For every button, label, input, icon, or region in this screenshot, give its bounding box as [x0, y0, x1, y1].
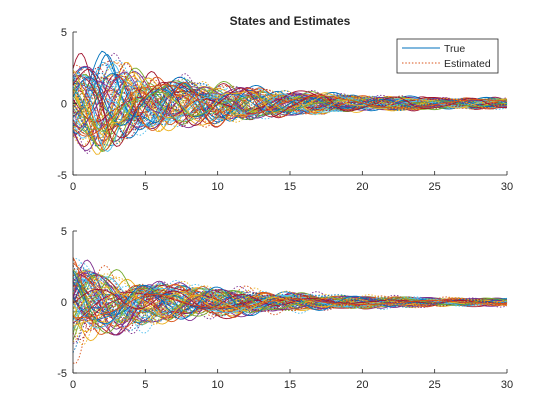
x-tick-label: 20 — [356, 181, 368, 193]
top-series-group — [72, 50, 508, 155]
estimated-series-75 — [72, 85, 508, 124]
estimated-series-77 — [72, 79, 508, 147]
x-tick-label: 15 — [284, 181, 296, 193]
estimated-series-67 — [72, 276, 508, 324]
estimated-series-71 — [72, 70, 508, 141]
legend-estimated-label: Estimated — [444, 58, 491, 70]
x-tick-label: 15 — [284, 379, 296, 391]
x-tick-label: 0 — [70, 181, 76, 193]
x-tick-label: 30 — [501, 181, 513, 193]
estimated-series-61 — [72, 76, 508, 121]
estimated-series-73 — [72, 289, 508, 325]
x-tick-label: 25 — [429, 379, 441, 391]
x-tick-label: 10 — [212, 379, 224, 391]
true-series-78 — [72, 293, 508, 318]
y-tick-label: 0 — [61, 99, 67, 111]
legend-box — [396, 38, 499, 74]
estimated-series-77 — [72, 284, 508, 321]
estimated-series-79 — [72, 273, 508, 343]
true-series-62 — [72, 75, 508, 139]
x-tick-label: 30 — [501, 379, 513, 391]
x-tick-label: 5 — [142, 379, 148, 391]
true-series-64 — [72, 257, 508, 335]
bottom-series-group — [72, 257, 508, 365]
y-tick-label: 0 — [61, 297, 67, 309]
legend-true-label: True — [444, 43, 465, 55]
true-series-76 — [72, 68, 508, 147]
legend: True Estimated — [396, 38, 499, 74]
true-series-78 — [72, 84, 508, 137]
estimated-series-57 — [72, 276, 508, 321]
estimated-series-59 — [72, 76, 508, 132]
x-tick-label: 10 — [212, 181, 224, 193]
bottom-axes: 0 5 10 15 20 25 30-505 — [57, 226, 513, 391]
estimated-series-65 — [72, 91, 508, 123]
estimated-series-71 — [72, 265, 508, 365]
x-tick-label: 5 — [142, 181, 148, 193]
y-tick-label: -5 — [57, 368, 67, 380]
bottom-axis-group: 0 5 10 15 20 25 30-505 — [57, 226, 513, 391]
estimated-series-59 — [72, 275, 508, 326]
top-axis-group: 0 5 10 15 20 25 30-505 — [57, 27, 513, 193]
x-tick-label: 0 — [70, 379, 76, 391]
x-tick-label: 25 — [429, 181, 441, 193]
y-tick-label: 5 — [61, 226, 67, 238]
top-axes: States and Estimates 0 5 10 15 20 25 30-505 Tr… — [57, 14, 513, 193]
estimated-series-45 — [72, 284, 508, 344]
estimated-series-63 — [72, 76, 508, 146]
true-series-70 — [72, 76, 508, 126]
true-series-68 — [72, 72, 508, 152]
true-series-76 — [72, 288, 508, 310]
top-axes-title: States and Estimates — [230, 14, 351, 28]
x-tick-label: 20 — [356, 379, 368, 391]
y-tick-label: 5 — [61, 27, 67, 39]
true-series-68 — [72, 287, 508, 329]
estimated-series-5 — [72, 59, 508, 128]
estimated-series-79 — [72, 61, 508, 131]
true-series-38 — [72, 71, 508, 151]
estimated-series-25 — [72, 270, 508, 323]
y-tick-label: -5 — [57, 170, 67, 182]
estimated-series-67 — [72, 78, 508, 142]
